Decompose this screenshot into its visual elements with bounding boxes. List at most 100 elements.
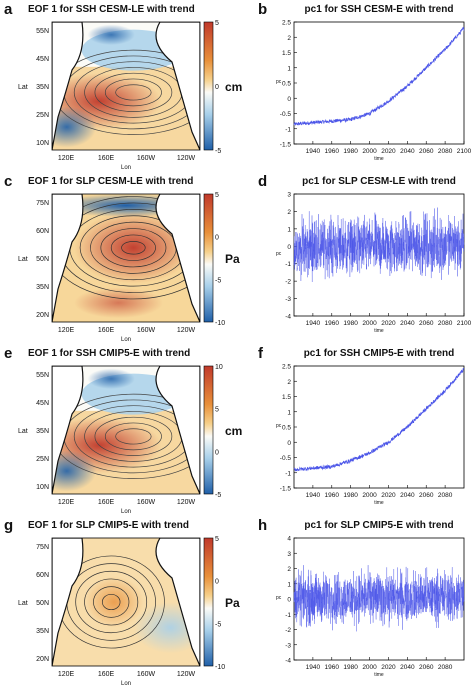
map-frame — [51, 193, 201, 323]
line-panel-b: b pc1 for SSH CESM-E with trend 2.5 2 1.5 1 0.… — [258, 1, 472, 162]
chart-title: EOF 1 for SLP CESM-LE with trend — [28, 176, 193, 187]
y-tick-label: -4 — [285, 658, 291, 665]
x-tick-label: 2060 — [419, 320, 434, 327]
y-tick-label: 35N — [36, 628, 49, 635]
contour-line — [104, 422, 162, 451]
map-panel-g: g EOF 1 for SLP CMIP5-E with trend 20N 35N 5… — [4, 517, 240, 687]
chart-title: pc1 for SSH CESM-E with trend — [305, 4, 454, 15]
colorbar-tick-label: -5 — [215, 148, 221, 155]
y-tick-label: 0 — [287, 440, 291, 447]
y-tick-label: 55N — [36, 372, 49, 379]
x-tick-label: 2020 — [381, 148, 396, 155]
colorbar — [203, 365, 214, 495]
plot-frame — [293, 21, 465, 145]
contour-line — [52, 196, 200, 300]
land-america — [155, 22, 200, 150]
x-tick-label: 1980 — [343, 148, 358, 155]
y-tick-label: 2.5 — [282, 20, 291, 27]
y-tick-label: 35N — [36, 284, 49, 291]
panel-letter: b — [258, 1, 267, 18]
colorbar-tick-label: 5 — [215, 20, 219, 27]
y-tick-label: 25N — [36, 112, 49, 119]
colorbar-tick-label: -10 — [215, 664, 225, 671]
contour-line — [121, 241, 146, 255]
y-tick-label: -1.5 — [280, 486, 292, 493]
colorbar-unit: Pa — [225, 596, 240, 610]
x-tick-label: 1940 — [306, 664, 321, 671]
x-tick-label: 1960 — [325, 148, 340, 155]
x-tick-label: 120W — [177, 671, 196, 678]
x-tick-label: 2040 — [400, 492, 415, 499]
y-axis-label: pc — [276, 79, 282, 85]
x-axis-label: time — [374, 500, 384, 506]
map-panel-a: a EOF 1 for SSH CESM-LE with trend 10N 25N 3… — [4, 1, 242, 171]
chart-title: pc1 for SSH CMIP5-E with trend — [304, 348, 455, 359]
x-tick-label: 160E — [98, 155, 115, 162]
panel-letter: f — [258, 345, 264, 362]
chart-title: pc1 for SLP CMIP5-E with trend — [304, 520, 453, 531]
x-tick-label: 120E — [58, 671, 75, 678]
contour-line — [115, 84, 152, 101]
chart-title: EOF 1 for SSH CMIP5-E with trend — [28, 348, 190, 359]
y-tick-label: 2 — [287, 209, 291, 216]
x-tick-label: 1980 — [343, 664, 358, 671]
panel-letter: a — [4, 1, 13, 18]
series-line — [293, 367, 465, 472]
warm-core — [84, 576, 144, 628]
y-tick-label: 2 — [287, 379, 291, 386]
map-field — [52, 194, 200, 322]
chart-title: EOF 1 for SSH CESM-LE with trend — [28, 4, 195, 15]
y-tick-label: 45N — [36, 56, 49, 63]
x-tick-label: 2080 — [438, 320, 453, 327]
colorbar — [203, 537, 214, 667]
panel-letter: h — [258, 517, 267, 534]
y-tick-label: 55N — [36, 28, 49, 35]
land-asia — [52, 366, 84, 494]
colorbar-tick-label: 0 — [215, 235, 219, 242]
contour-line — [94, 416, 173, 456]
x-tick-label: 1940 — [306, 320, 321, 327]
y-tick-label: 0 — [287, 244, 291, 251]
x-tick-label: 2020 — [381, 664, 396, 671]
y-tick-label: 2 — [287, 35, 291, 42]
colorbar-tick-label: -5 — [215, 277, 221, 284]
x-tick-label: 2040 — [400, 320, 415, 327]
x-tick-label: 1960 — [325, 492, 340, 499]
map-field — [52, 366, 200, 494]
x-tick-label: 2080 — [438, 664, 453, 671]
contour-line — [94, 72, 173, 112]
line-panel-d: d pc1 for SLP CESM-LE with trend 3 2 1 0 -1 -2 -… — [258, 173, 472, 334]
y-tick-label: -0.5 — [280, 111, 292, 118]
map-field — [52, 538, 200, 666]
x-axis-label: Lon — [121, 509, 131, 515]
x-tick-label: 2060 — [419, 664, 434, 671]
colorbar-unit: Pa — [225, 252, 240, 266]
y-axis-label: pc — [276, 251, 282, 257]
x-tick-label: 1980 — [343, 492, 358, 499]
land-asia — [52, 538, 84, 666]
panel-letter: c — [4, 173, 12, 190]
y-tick-label: 1 — [287, 65, 291, 72]
x-tick-label: 160E — [98, 671, 115, 678]
x-tick-label: 2080 — [438, 492, 453, 499]
x-tick-label: 120W — [177, 327, 196, 334]
x-tick-label: 160W — [137, 327, 156, 334]
y-axis-label: pc — [276, 423, 282, 429]
x-axis-label: Lon — [121, 681, 131, 687]
y-axis-label: Lat — [18, 256, 28, 263]
y-tick-label: -4 — [285, 314, 291, 321]
contour-line — [101, 593, 121, 611]
x-axis-label: Lon — [121, 165, 131, 171]
colorbar-tick-label: -5 — [215, 621, 221, 628]
y-axis-label: pc — [276, 595, 282, 601]
x-tick-label: 1960 — [325, 664, 340, 671]
y-tick-label: 50N — [36, 256, 49, 263]
y-tick-label: 4 — [287, 536, 291, 543]
y-tick-label: 45N — [36, 400, 49, 407]
x-tick-label: 120W — [177, 499, 196, 506]
colorbar-tick-label: 0 — [215, 84, 219, 91]
map-frame — [51, 21, 201, 151]
land-asia — [52, 194, 84, 322]
contour-line — [104, 78, 162, 107]
